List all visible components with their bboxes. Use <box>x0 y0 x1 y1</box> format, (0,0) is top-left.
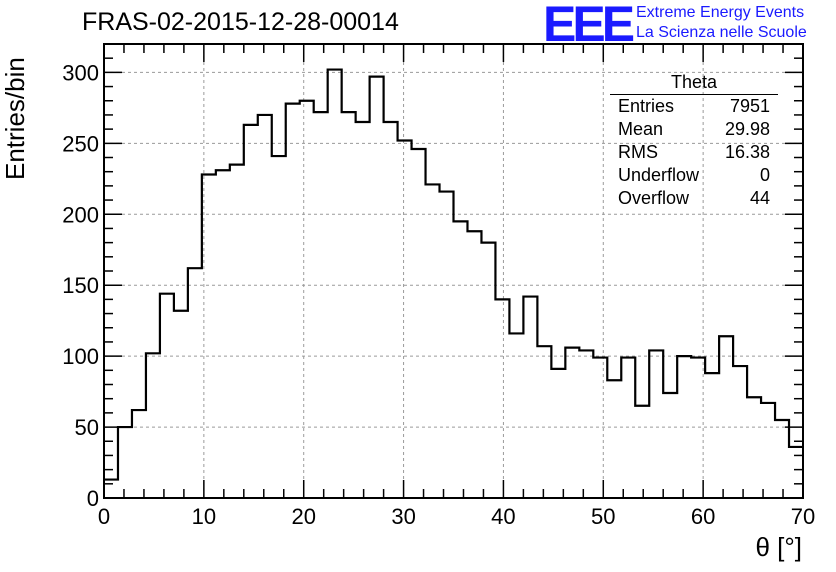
x-axis-label: θ [°] <box>755 532 802 562</box>
stats-value: 44 <box>749 188 770 208</box>
stats-value: 29.98 <box>724 119 770 139</box>
stats-label: Mean <box>618 119 664 139</box>
stats-label: Entries <box>618 96 675 116</box>
stats-row-underflow: Underflow 0 <box>610 164 778 187</box>
x-tick-label: 40 <box>491 504 515 529</box>
y-tick-label: 50 <box>75 415 99 440</box>
x-tick-label: 0 <box>98 504 110 529</box>
y-tick-label: 0 <box>87 486 99 511</box>
axis-ticks <box>103 43 804 499</box>
stats-row-mean: Mean 29.98 <box>610 118 778 141</box>
y-tick-label: 250 <box>62 131 99 156</box>
plot-frame <box>103 43 804 499</box>
logo-caption-line2: La Scienza nelle Scuole <box>636 24 807 41</box>
histogram-line <box>104 68 803 481</box>
x-tick-label: 10 <box>192 504 216 529</box>
stats-value: 0 <box>759 165 770 185</box>
x-tick-label: 20 <box>291 504 315 529</box>
stats-title: Theta <box>610 72 778 95</box>
y-tick-label: 150 <box>62 273 99 298</box>
x-tick-label: 60 <box>691 504 715 529</box>
stats-row-rms: RMS 16.38 <box>610 141 778 164</box>
y-axis-label: Entries/bin <box>0 57 30 180</box>
x-tick-label: 50 <box>591 504 615 529</box>
eee-logo: EEE <box>543 0 635 52</box>
logo-caption-line1: Extreme Energy Events <box>636 4 805 21</box>
y-tick-label: 300 <box>62 60 99 85</box>
stats-value: 7951 <box>729 96 770 116</box>
stats-label: Underflow <box>618 165 700 185</box>
y-tick-label: 200 <box>62 202 99 227</box>
y-tick-label: 100 <box>62 344 99 369</box>
stats-label: Overflow <box>618 188 690 208</box>
chart-title: FRAS-02-2015-12-28-00014 <box>82 8 399 36</box>
tick-labels: 0 10 20 30 40 50 60 70 0 50 100 150 200 250 300 <box>62 60 815 529</box>
stats-label: RMS <box>618 142 658 162</box>
x-tick-label: 30 <box>391 504 415 529</box>
stats-row-overflow: Overflow 44 <box>610 187 778 210</box>
x-tick-label: 70 <box>791 504 815 529</box>
stats-row-entries: Entries 7951 <box>610 95 778 118</box>
stats-box: Theta Entries 7951 Mean 29.98 RMS 16.38 … <box>610 72 778 210</box>
stats-value: 16.38 <box>724 142 770 162</box>
